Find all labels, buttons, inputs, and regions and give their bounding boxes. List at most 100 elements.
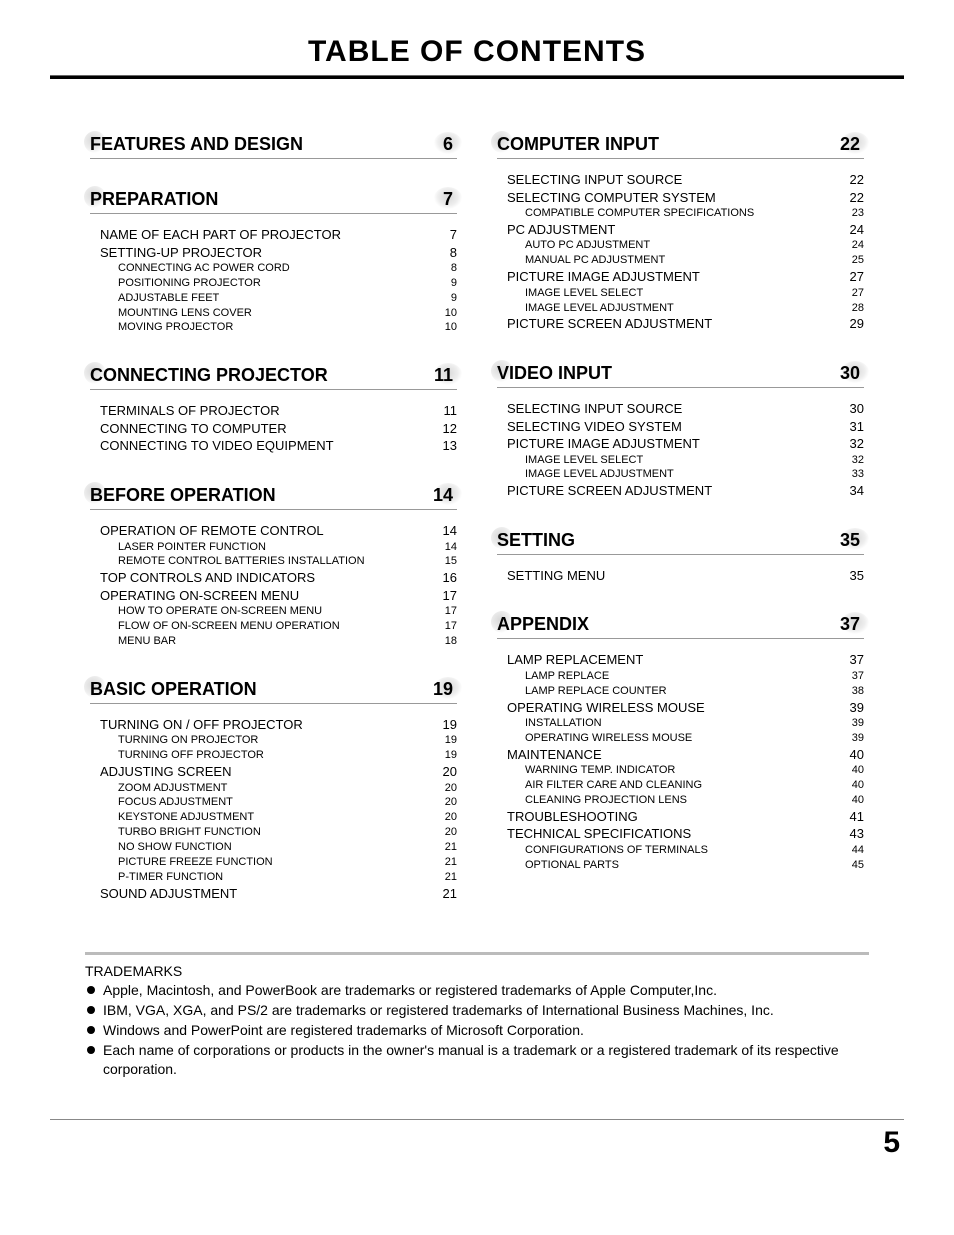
entry-label: LAMP REPLACE COUNTER — [525, 684, 667, 699]
section-header: CONNECTING PROJECTOR11 — [90, 365, 457, 390]
entry-page: 15 — [435, 554, 457, 569]
toc-entry: NAME OF EACH PART OF PROJECTOR 7 — [90, 226, 457, 244]
toc-subentry: ADJUSTABLE FEET 9 — [90, 291, 457, 306]
entry-page: 34 — [840, 482, 864, 500]
entry-page: 20 — [435, 795, 457, 810]
toc-subentry: LASER POINTER FUNCTION14 — [90, 540, 457, 555]
entry-page: 40 — [840, 746, 864, 764]
entry-page: 21 — [435, 870, 457, 885]
page-number: 5 — [50, 1119, 904, 1160]
entry-page: 35 — [840, 567, 864, 585]
entry-page: 17 — [433, 587, 457, 605]
toc-subentry: MANUAL PC ADJUSTMENT25 — [497, 253, 864, 268]
entry-label: PICTURE SCREEN ADJUSTMENT — [507, 315, 712, 333]
entry-page: 17 — [435, 604, 457, 619]
trademark-item: Apple, Macintosh, and PowerBook are trad… — [85, 981, 869, 1000]
entry-page: 27 — [842, 286, 864, 301]
section-page: 19 — [429, 679, 457, 700]
toc-entry: OPERATING ON-SCREEN MENU17 — [90, 587, 457, 605]
entry-label: PICTURE IMAGE ADJUSTMENT — [507, 435, 700, 453]
entry-page: 9 — [441, 276, 457, 291]
entry-page: 16 — [433, 569, 457, 587]
toc-subentry: OPERATING WIRELESS MOUSE39 — [497, 731, 864, 746]
entry-label: OPERATING WIRELESS MOUSE — [525, 731, 692, 746]
entry-page: 45 — [842, 858, 864, 873]
entry-page: 13 — [433, 437, 457, 455]
entry-page: 9 — [441, 291, 457, 306]
entry-page: 33 — [842, 467, 864, 482]
entry-label: POSITIONING PROJECTOR — [118, 276, 261, 291]
trademarks-heading: TRADEMARKS — [85, 963, 869, 979]
entry-label: P-TIMER FUNCTION — [118, 870, 223, 885]
entry-label: ADJUSTABLE FEET — [118, 291, 219, 306]
toc-entry: PICTURE SCREEN ADJUSTMENT34 — [497, 482, 864, 500]
entry-label: MANUAL PC ADJUSTMENT — [525, 253, 665, 268]
entry-page: 37 — [840, 651, 864, 669]
entry-page: 32 — [840, 435, 864, 453]
toc-subentry: CLEANING PROJECTION LENS40 — [497, 793, 864, 808]
page-title: TABLE OF CONTENTS — [50, 35, 904, 75]
title-underline — [50, 75, 904, 79]
entry-page: 18 — [435, 634, 457, 649]
toc-entry: PICTURE IMAGE ADJUSTMENT27 — [497, 268, 864, 286]
bullet-icon — [87, 986, 95, 994]
entry-label: ADJUSTING SCREEN — [100, 763, 231, 781]
trademarks-list: Apple, Macintosh, and PowerBook are trad… — [85, 981, 869, 1078]
entry-page: 32 — [842, 453, 864, 468]
entry-label: TURNING ON PROJECTOR — [118, 733, 258, 748]
bullet-icon — [87, 1006, 95, 1014]
trademark-item: IBM, VGA, XGA, and PS/2 are trademarks o… — [85, 1001, 869, 1020]
toc-subentry: COMPATIBLE COMPUTER SPECIFICATIONS23 — [497, 206, 864, 221]
section-page: 6 — [439, 134, 457, 155]
entry-label: FOCUS ADJUSTMENT — [118, 795, 233, 810]
toc-subentry: FOCUS ADJUSTMENT 20 — [90, 795, 457, 810]
entry-label: NAME OF EACH PART OF PROJECTOR — [100, 226, 341, 244]
toc-subentry: IMAGE LEVEL SELECT 32 — [497, 453, 864, 468]
entry-label: OPTIONAL PARTS — [525, 858, 619, 873]
toc-section: FEATURES AND DESIGN6 — [90, 134, 457, 159]
entry-page: 8 — [440, 244, 457, 262]
entry-label: CONFIGURATIONS OF TERMINALS — [525, 843, 708, 858]
toc-entry: TERMINALS OF PROJECTOR11 — [90, 402, 457, 420]
entry-label: TURNING ON / OFF PROJECTOR — [100, 716, 303, 734]
toc-subentry: P-TIMER FUNCTION 21 — [90, 870, 457, 885]
entry-label: MENU BAR — [118, 634, 176, 649]
entry-page: 39 — [842, 716, 864, 731]
entry-page: 7 — [440, 226, 457, 244]
entry-label: IMAGE LEVEL SELECT — [525, 453, 643, 468]
entry-label: OPERATING WIRELESS MOUSE — [507, 699, 705, 717]
entry-page: 12 — [433, 420, 457, 438]
entry-page: 41 — [840, 808, 864, 826]
entry-label: SELECTING INPUT SOURCE — [507, 400, 682, 418]
toc-section: APPENDIX37LAMP REPLACEMENT37LAMP REPLACE… — [497, 614, 864, 872]
trademarks-divider — [85, 952, 869, 955]
entry-page: 10 — [435, 306, 457, 321]
toc-section: CONNECTING PROJECTOR11 TERMINALS OF PROJE… — [90, 365, 457, 455]
toc-entry: TECHNICAL SPECIFICATIONS43 — [497, 825, 864, 843]
entry-label: TURNING OFF PROJECTOR — [118, 748, 264, 763]
toc-entry: TOP CONTROLS AND INDICATORS16 — [90, 569, 457, 587]
entry-page: 19 — [433, 716, 457, 734]
section-title: SETTING — [497, 530, 575, 551]
toc-subentry: INSTALLATION39 — [497, 716, 864, 731]
entry-page: 21 — [433, 885, 457, 903]
toc-entry: PICTURE SCREEN ADJUSTMENT 29 — [497, 315, 864, 333]
entry-page: 29 — [840, 315, 864, 333]
entry-label: CONNECTING TO VIDEO EQUIPMENT — [100, 437, 334, 455]
entry-label: IMAGE LEVEL ADJUSTMENT — [525, 467, 674, 482]
entry-page: 43 — [840, 825, 864, 843]
entry-page: 22 — [840, 189, 864, 207]
entry-page: 40 — [842, 793, 864, 808]
section-page: 30 — [836, 363, 864, 384]
entry-label: SELECTING INPUT SOURCE — [507, 171, 682, 189]
entry-page: 8 — [441, 261, 457, 276]
toc-section: COMPUTER INPUT22SELECTING INPUT SOURCE22… — [497, 134, 864, 333]
entry-page: 21 — [435, 855, 457, 870]
entry-page: 24 — [840, 221, 864, 239]
entry-label: IMAGE LEVEL ADJUSTMENT — [525, 301, 674, 316]
entry-page: 20 — [435, 781, 457, 796]
entry-label: CONNECTING TO COMPUTER — [100, 420, 287, 438]
toc-subentry: TURNING OFF PROJECTOR19 — [90, 748, 457, 763]
entry-page: 17 — [435, 619, 457, 634]
section-header: BASIC OPERATION19 — [90, 679, 457, 704]
